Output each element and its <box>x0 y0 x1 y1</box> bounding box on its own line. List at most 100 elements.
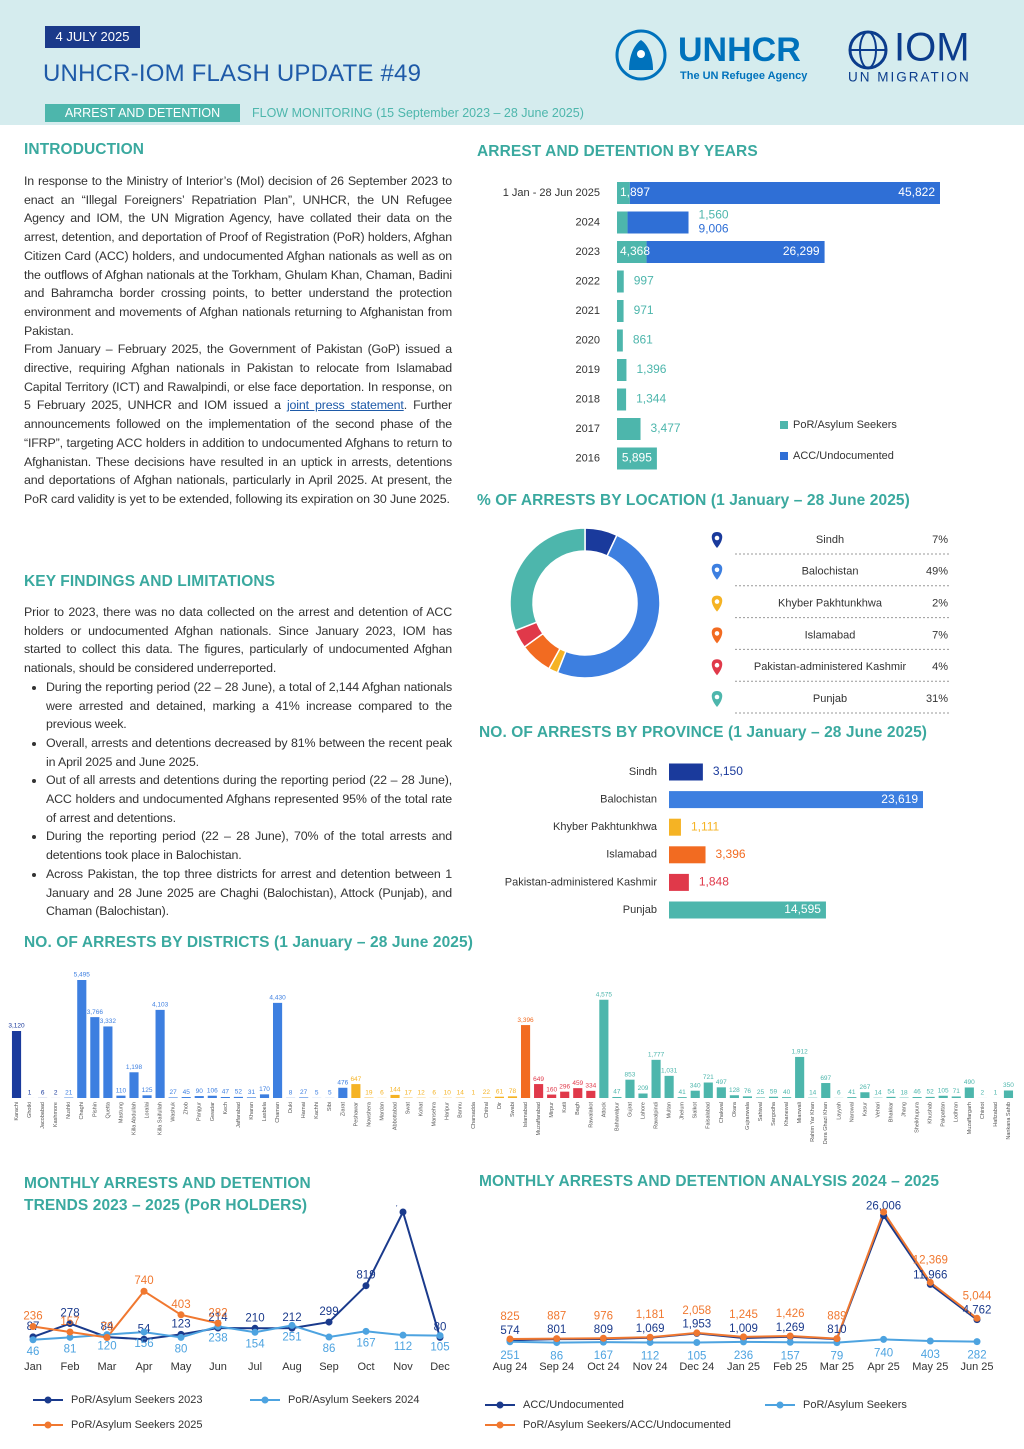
bar <box>207 1095 217 1098</box>
value-label: 157 <box>781 1350 800 1362</box>
district-chart: 3,120Karachi1Ghotki6Jacobabad2Kashmore21… <box>8 972 1014 1144</box>
value-label: 19 <box>365 1089 373 1096</box>
value-label: 212 <box>282 1312 301 1324</box>
value-label: 889 <box>827 1311 846 1323</box>
x-tick-label: Apr 25 <box>867 1361 899 1373</box>
value-label: 697 <box>820 1075 831 1082</box>
value-label: 59 <box>770 1088 778 1095</box>
x-tick-label: Jul <box>248 1361 262 1373</box>
district-label: Lasbela <box>262 1101 268 1121</box>
value-label: 1,245 <box>729 1309 758 1321</box>
bullet: Across Pakistan, the top three districts… <box>46 865 452 921</box>
value-label: 154 <box>245 1338 265 1350</box>
district-label: Khushab <box>928 1102 934 1124</box>
bar <box>951 1096 961 1098</box>
bar <box>259 1094 270 1098</box>
value-label: 214 <box>208 1312 228 1324</box>
point <box>66 1328 74 1336</box>
bar <box>338 1087 348 1098</box>
value-label: 476 <box>337 1079 348 1086</box>
percent-label: 2% <box>932 598 948 610</box>
value-label: 14 <box>809 1089 817 1096</box>
bar <box>494 1096 505 1098</box>
legend-swatch <box>780 452 788 460</box>
value-label: 1,953 <box>682 1318 711 1330</box>
district-label: Okara <box>732 1101 738 1117</box>
bar <box>586 1090 596 1098</box>
monthly-analysis-chart: Aug 24 Sep 24 Oct 24 Nov 24 Dec 24 Jan 25 Feb … <box>485 1195 994 1431</box>
value-label: 23,619 <box>881 792 918 806</box>
bar <box>90 1017 100 1098</box>
x-tick-label: Oct 24 <box>587 1361 619 1373</box>
bar <box>629 182 940 204</box>
value-label: 1,897 <box>620 185 650 199</box>
findings-text: Prior to 2023, there was no data collect… <box>24 603 452 921</box>
pin-dot <box>714 535 720 541</box>
x-tick-label: May 25 <box>912 1361 948 1373</box>
bar <box>617 418 641 440</box>
district-label: Kachhi <box>314 1102 320 1119</box>
legend-label: ACC/Undocumented <box>793 450 894 462</box>
point <box>399 1208 407 1216</box>
press-statement-link[interactable]: joint press statement <box>286 398 404 413</box>
value-label: 61 <box>496 1088 504 1095</box>
district-label: Kharan <box>249 1102 255 1120</box>
point <box>553 1335 561 1343</box>
value-label: 5,495 <box>74 972 91 979</box>
x-tick-label: Jun <box>209 1361 227 1373</box>
value-label: 128 <box>729 1087 740 1094</box>
district-label: Lodhran <box>954 1102 960 1122</box>
value-label: 3,332 <box>100 1018 117 1025</box>
bar <box>299 1097 309 1098</box>
value-label: 278 <box>60 1308 79 1320</box>
value-label: 1,396 <box>636 362 666 376</box>
bar <box>142 1095 152 1098</box>
value-label: 3,396 <box>716 847 746 861</box>
district-label: Nowshera <box>366 1101 372 1127</box>
x-tick-label: Mar <box>98 1361 117 1373</box>
legend-label: PoR/Asylum Seekers 2023 <box>71 1394 202 1406</box>
value-label: 46 <box>27 1346 40 1358</box>
point <box>740 1338 747 1346</box>
bar <box>669 791 923 809</box>
bar <box>617 329 623 352</box>
x-tick-label: Aug <box>282 1361 302 1373</box>
legend-dot <box>776 1401 784 1409</box>
category-label: 2018 <box>576 393 600 405</box>
district-label: Islamabad <box>523 1102 529 1127</box>
value-label: 825 <box>500 1311 519 1323</box>
bar <box>677 1097 687 1098</box>
value-label: 26,006 <box>866 1201 901 1213</box>
value-label: 801 <box>547 1324 566 1336</box>
value-label: 4,368 <box>620 244 650 258</box>
category-label: 2021 <box>576 305 600 317</box>
x-tick-label: Mar 25 <box>820 1361 854 1373</box>
location-label: Sindh <box>816 534 844 546</box>
value-label: 5 <box>315 1090 319 1097</box>
value-label: 46 <box>913 1089 921 1096</box>
section-heading: KEY FINDINGS AND LIMITATIONS <box>24 573 276 590</box>
district-label: Rawalakot <box>588 1102 594 1128</box>
introduction-text: In response to the Ministry of Interior’… <box>24 172 452 509</box>
point <box>177 1311 185 1319</box>
district-label: Loralai <box>144 1102 150 1119</box>
value-label: 282 <box>967 1350 986 1362</box>
point <box>973 1338 981 1346</box>
x-tick-label: Feb 25 <box>773 1361 807 1373</box>
district-label: Kech <box>223 1102 229 1115</box>
location-label: Balochistan <box>802 566 859 578</box>
bar <box>795 1056 805 1098</box>
value-label: 267 <box>859 1084 870 1091</box>
bar <box>155 1009 165 1098</box>
value-label: 27 <box>300 1089 308 1096</box>
district-label: Nushki <box>66 1102 72 1119</box>
bar <box>964 1087 974 1098</box>
district-label: Abbottabad <box>392 1102 398 1130</box>
district-label: Bhakkar <box>888 1102 894 1122</box>
value-label: 26,746 <box>866 1195 901 1196</box>
bullet: During the reporting period (22 – 28 Jun… <box>46 678 452 734</box>
value-label: 105 <box>687 1351 706 1363</box>
district-label: Bahawalpur <box>614 1102 620 1131</box>
chart-title: NO. OF ARRESTS BY PROVINCE (1 January – … <box>479 724 928 741</box>
value-label: 1,009 <box>729 1323 758 1335</box>
